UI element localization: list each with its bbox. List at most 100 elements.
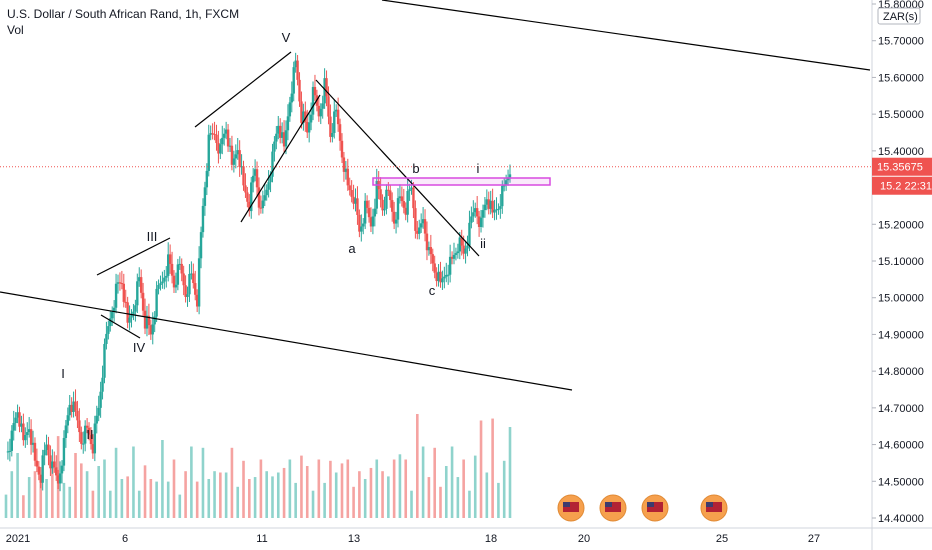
- volume-bar: [149, 479, 153, 518]
- volume-bar: [10, 471, 14, 518]
- candle-body: [394, 219, 398, 224]
- candle-body: [27, 429, 31, 433]
- candle-body: [275, 133, 278, 142]
- candle-body: [153, 316, 156, 325]
- volume-bar: [190, 446, 193, 518]
- candle-body: [439, 271, 442, 283]
- candle-body: [468, 222, 471, 246]
- volume-bar: [120, 479, 124, 518]
- y-tick-label: 14.40000: [878, 513, 924, 525]
- candle-body: [35, 460, 39, 467]
- candle-body: [443, 276, 446, 279]
- candle-body: [493, 209, 496, 213]
- candle-body: [232, 158, 236, 165]
- candle-body: [344, 168, 348, 172]
- candle-body: [277, 125, 280, 134]
- candle-body: [167, 254, 170, 276]
- candle-body: [338, 124, 342, 141]
- candle-body: [257, 187, 261, 208]
- candle-body: [253, 169, 257, 176]
- candle-body: [109, 318, 112, 327]
- candle-body: [313, 86, 317, 96]
- candle-body: [184, 285, 187, 297]
- candle-body: [120, 283, 124, 285]
- candle-body: [186, 294, 189, 297]
- volume-bar: [398, 454, 402, 518]
- candle-body: [491, 200, 494, 213]
- candle-body: [348, 185, 351, 191]
- candle-body: [163, 277, 166, 282]
- candle-body: [128, 317, 131, 323]
- candle-body: [180, 263, 183, 274]
- wave-label: III: [147, 229, 158, 244]
- volume-bar: [444, 466, 448, 518]
- candle-body: [435, 272, 438, 282]
- candle-body: [226, 129, 230, 147]
- volume-bar: [91, 490, 95, 518]
- candle-body: [97, 407, 100, 416]
- candle-body: [211, 133, 214, 135]
- candle-body: [501, 185, 504, 207]
- candle-body: [255, 169, 259, 188]
- candle-body: [265, 189, 268, 196]
- candle-body: [122, 283, 125, 302]
- volume-bar: [439, 486, 442, 518]
- candle-body: [472, 212, 475, 217]
- volume-bar: [421, 446, 425, 518]
- candle-body: [342, 157, 346, 172]
- volume-bar: [126, 476, 129, 518]
- volume-bar: [473, 455, 477, 518]
- candle-body: [360, 226, 363, 232]
- candle-body: [53, 461, 56, 468]
- candle-body: [238, 150, 241, 168]
- candle-body: [286, 116, 290, 131]
- candle-body: [392, 211, 396, 224]
- flag-icon: [563, 502, 579, 512]
- candle-body: [346, 168, 349, 186]
- candle-body: [236, 150, 239, 155]
- volume-bar: [491, 418, 494, 518]
- candle-body: [323, 78, 326, 104]
- candle-body: [340, 140, 344, 158]
- resistance-zone: [372, 177, 551, 186]
- candle-body: [259, 207, 263, 209]
- candle-body: [203, 187, 207, 206]
- candle-body: [396, 198, 400, 220]
- candle-body: [363, 200, 367, 224]
- candle-body: [205, 170, 209, 188]
- candle-body: [141, 292, 145, 311]
- candle-body: [458, 237, 461, 252]
- candle-body: [336, 109, 340, 125]
- candle-body: [192, 273, 195, 284]
- candle-body: [174, 284, 178, 288]
- candle-body: [37, 466, 41, 475]
- candle-body: [91, 444, 95, 454]
- candle-body: [331, 132, 334, 137]
- candle-body: [423, 219, 427, 234]
- candle-body: [155, 288, 158, 317]
- candle-body: [56, 475, 60, 484]
- candle-body: [433, 263, 436, 273]
- candle-body: [375, 180, 378, 209]
- x-tick-label: 11: [256, 533, 267, 545]
- candle-body: [400, 196, 404, 202]
- volume-bar: [346, 459, 350, 518]
- candle-body: [76, 410, 79, 421]
- volume-bar: [80, 463, 83, 518]
- volume-bar: [253, 477, 257, 518]
- candle-body: [195, 294, 199, 307]
- volume-bar: [433, 447, 436, 518]
- candle-body: [66, 415, 69, 426]
- candle-body: [302, 111, 305, 123]
- volume-bar: [323, 482, 326, 518]
- wave-label: c: [429, 283, 436, 298]
- candle-body: [224, 129, 228, 134]
- candle-body: [178, 263, 181, 265]
- wave-label: ii: [480, 236, 486, 251]
- candle-body: [219, 144, 222, 154]
- candle-body: [230, 145, 234, 165]
- chart-legend: U.S. Dollar / South African Rand, 1h, FX…: [7, 6, 239, 38]
- candle-body: [280, 132, 284, 138]
